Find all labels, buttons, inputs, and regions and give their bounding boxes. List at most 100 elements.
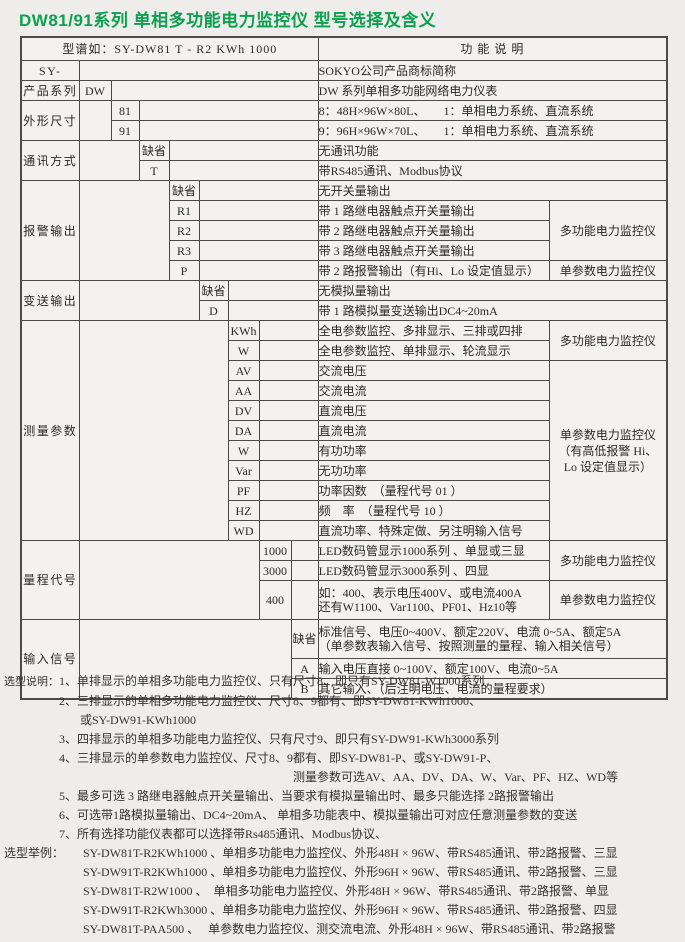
cell-comm-default-code: 缺省	[138, 140, 170, 161]
cell-blank	[258, 440, 319, 461]
cell-alarm-default-code: 缺省	[168, 180, 200, 201]
cell-blank	[78, 280, 200, 321]
cell-alarm-p-desc: 带 2 路报警输出（有Hi、Lo 设定值显示）	[317, 260, 550, 281]
cell-blank	[258, 460, 319, 481]
cell-blank	[78, 540, 260, 620]
example-text: SY-DW81T-R2KWh1000 、单相多功能电力监控仪、外形48H × 9…	[83, 846, 618, 860]
cell-range-3000-code: 3000	[258, 560, 292, 581]
cell-param-category-single: 单参数电力监控仪 （有高低报警 Hi、 Lo 设定值显示）	[548, 360, 668, 541]
cell-alarm-r2-code: R2	[168, 220, 200, 241]
cell-blank	[258, 360, 319, 381]
model-selection-table: 型谱如：SY-DW81 T - R2 KWh 1000 功 能 说 明 SY- …	[20, 36, 669, 700]
cell-blank	[258, 380, 319, 401]
input-default-desc-line1: 标准信号、电压0~400V、额定220V、电流 0~5A、额定5A	[318, 625, 622, 639]
cell-size-label: 外形尺寸	[20, 100, 80, 141]
cell-blank	[258, 520, 319, 541]
cell-comm-label: 通讯方式	[20, 140, 80, 181]
cell-range-400-code: 400	[258, 580, 292, 620]
cell-blank	[198, 180, 319, 201]
example-line: SY-DW91T-R2KWh3000 、单相多功能电力监控仪、外形96H × 9…	[83, 903, 618, 917]
cell-blank	[258, 500, 319, 521]
range-400-desc-line2: 还有W1100、Var1100、PF01、Hz10等	[318, 600, 518, 614]
cell-param-dv-code: DV	[227, 400, 260, 421]
cell-comm-t-code: T	[138, 160, 170, 181]
note-line: 测量参数可选AV、AA、DV、DA、W、Var、PF、HZ、WD等	[293, 770, 619, 784]
cell-param-aa-desc: 交流电流	[317, 380, 550, 401]
cell-param-hz-desc: 频 率 （量程代号 10 ）	[317, 500, 550, 521]
cell-alarm-r3-desc: 带 3 路继电器触点开关量输出	[317, 240, 550, 261]
cell-alarm-r3-code: R3	[168, 240, 200, 261]
examples-label: 选型举例：	[4, 846, 65, 860]
cell-param-w2-code: W	[227, 440, 260, 461]
example-line: SY-DW81T-R2W1000 、 单相多功能电力监控仪、外形48H × 96…	[83, 884, 609, 898]
cell-transmit-d-code: D	[198, 300, 229, 321]
note-line: 6、可选带1路模拟量输出、DC4~20mA、 单相多功能表中、模拟量输出可对应任…	[59, 808, 578, 822]
cell-blank	[78, 320, 229, 541]
cell-blank	[198, 220, 319, 241]
cell-blank	[78, 100, 112, 141]
cell-param-var-desc: 无功功率	[317, 460, 550, 481]
cell-param-wd-desc: 直流功率、特殊定做、另注明输入信号	[317, 520, 550, 541]
cell-blank	[290, 560, 319, 581]
cell-transmit-default-code: 缺省	[198, 280, 229, 301]
cell-input-label: 输入信号	[20, 619, 80, 700]
cell-blank	[227, 280, 319, 301]
note-line: 4、三排显示的单参数电力监控仪、尺寸8、9都有、即SY-DW81-P、或SY-D…	[59, 751, 499, 765]
cell-series-desc: DW 系列单相多功能网络电力仪表	[317, 80, 668, 101]
cell-blank	[138, 100, 319, 121]
cell-transmit-d-desc: 带 1 路模拟量变送输出DC4~20mA	[317, 300, 668, 321]
cell-param-pf-code: PF	[227, 480, 260, 501]
cell-range-1000-code: 1000	[258, 540, 292, 561]
cell-blank	[78, 60, 319, 81]
param-category-line2: （有高低报警 Hi、	[558, 443, 658, 458]
notes-label: 选型说明：	[4, 676, 59, 688]
cell-blank	[227, 300, 319, 321]
cell-input-a-desc: 输入电压直接 0~100V、额定100V、电流0~5A	[317, 658, 668, 679]
cell-size-81-desc: 8：48H×96W×80L、 1：单相电力系统、直流系统	[317, 100, 668, 121]
cell-size-91-code: 91	[110, 120, 140, 141]
cell-input-a-code: A	[290, 658, 319, 679]
param-category-line1: 单参数电力监控仪	[559, 427, 656, 442]
cell-alarm-r1-code: R1	[168, 200, 200, 221]
note-line: 2、三排显示的单相多功能电力监控仪、尺寸8、9都有、即SY-DW81-KWh10…	[59, 694, 481, 708]
cell-series-code: DW	[78, 80, 112, 101]
cell-size-81-code: 81	[110, 100, 140, 121]
cell-input-b-code: B	[290, 678, 319, 700]
cell-blank	[258, 420, 319, 441]
cell-alarm-r2-desc: 带 2 路继电器触点开关量输出	[317, 220, 550, 241]
cell-comm-t-desc: 带RS485通讯、Modbus协议	[317, 160, 668, 181]
cell-blank	[168, 160, 319, 181]
cell-comm-default-desc: 无通讯功能	[317, 140, 668, 161]
note-line: 3、四排显示的单相多功能电力监控仪、只有尺寸9、即只有SY-DW91-KWh30…	[59, 732, 499, 746]
note-line: 或SY-DW91-KWh1000	[80, 713, 196, 727]
input-default-desc-line2: （单参数表输入信号、按照测量的量程、输入相关信号）	[318, 639, 619, 653]
cell-sy-desc: SOKYO公司产品商标简称	[317, 60, 668, 81]
example-line: SY-DW91T-R2KWh1000 、单相多功能电力监控仪、外形96H × 9…	[83, 865, 618, 879]
cell-param-kwh-desc: 全电参数监控、多排显示、三排或四排	[317, 320, 550, 341]
header-function-desc: 功 能 说 明	[317, 36, 668, 61]
cell-range-400-desc: 如：400、表示电压400V、或电流400A 还有W1100、Var1100、P…	[317, 580, 550, 620]
note-line: 7、所有选择功能仪表都可以选择带Rs485通讯、Modbus协议、	[59, 827, 388, 841]
cell-alarm-r1-desc: 带 1 路继电器触点开关量输出	[317, 200, 550, 221]
cell-blank	[78, 140, 140, 181]
cell-param-category-multi: 多功能电力监控仪	[548, 320, 668, 361]
cell-param-av-desc: 交流电压	[317, 360, 550, 381]
cell-blank	[110, 80, 319, 101]
cell-range-category-multi: 多功能电力监控仪	[548, 540, 668, 581]
cell-param-aa-code: AA	[227, 380, 260, 401]
example-line: SY-DW81T-PAA500 、 单参数电力监控仪、测交流电流、外形48H ×…	[83, 922, 616, 936]
header-model-spectrum: 型谱如：SY-DW81 T - R2 KWh 1000	[20, 36, 319, 61]
note-line: 选型说明：1、单排显示的单相多功能电力监控仪、只有尺寸8、即只有SY-DW81-…	[4, 672, 682, 692]
cell-blank	[258, 400, 319, 421]
cell-param-kwh-code: KWh	[227, 320, 260, 341]
cell-size-91-desc: 9：96H×96W×70L、 1：单相电力系统、直流系统	[317, 120, 668, 141]
cell-input-default-code: 缺省	[290, 619, 319, 659]
cell-alarm-category-multi: 多功能电力监控仪	[548, 200, 668, 261]
cell-range-label: 量程代号	[20, 540, 80, 620]
range-400-desc-line1: 如：400、表示电压400V、或电流400A	[318, 586, 522, 600]
cell-sy-label: SY-	[20, 60, 80, 81]
cell-param-wd-code: WD	[227, 520, 260, 541]
cell-param-dv-desc: 直流电压	[317, 400, 550, 421]
cell-range-3000-desc: LED数码管显示3000系列 、四显	[317, 560, 550, 581]
cell-alarm-default-desc: 无开关量输出	[317, 180, 668, 201]
